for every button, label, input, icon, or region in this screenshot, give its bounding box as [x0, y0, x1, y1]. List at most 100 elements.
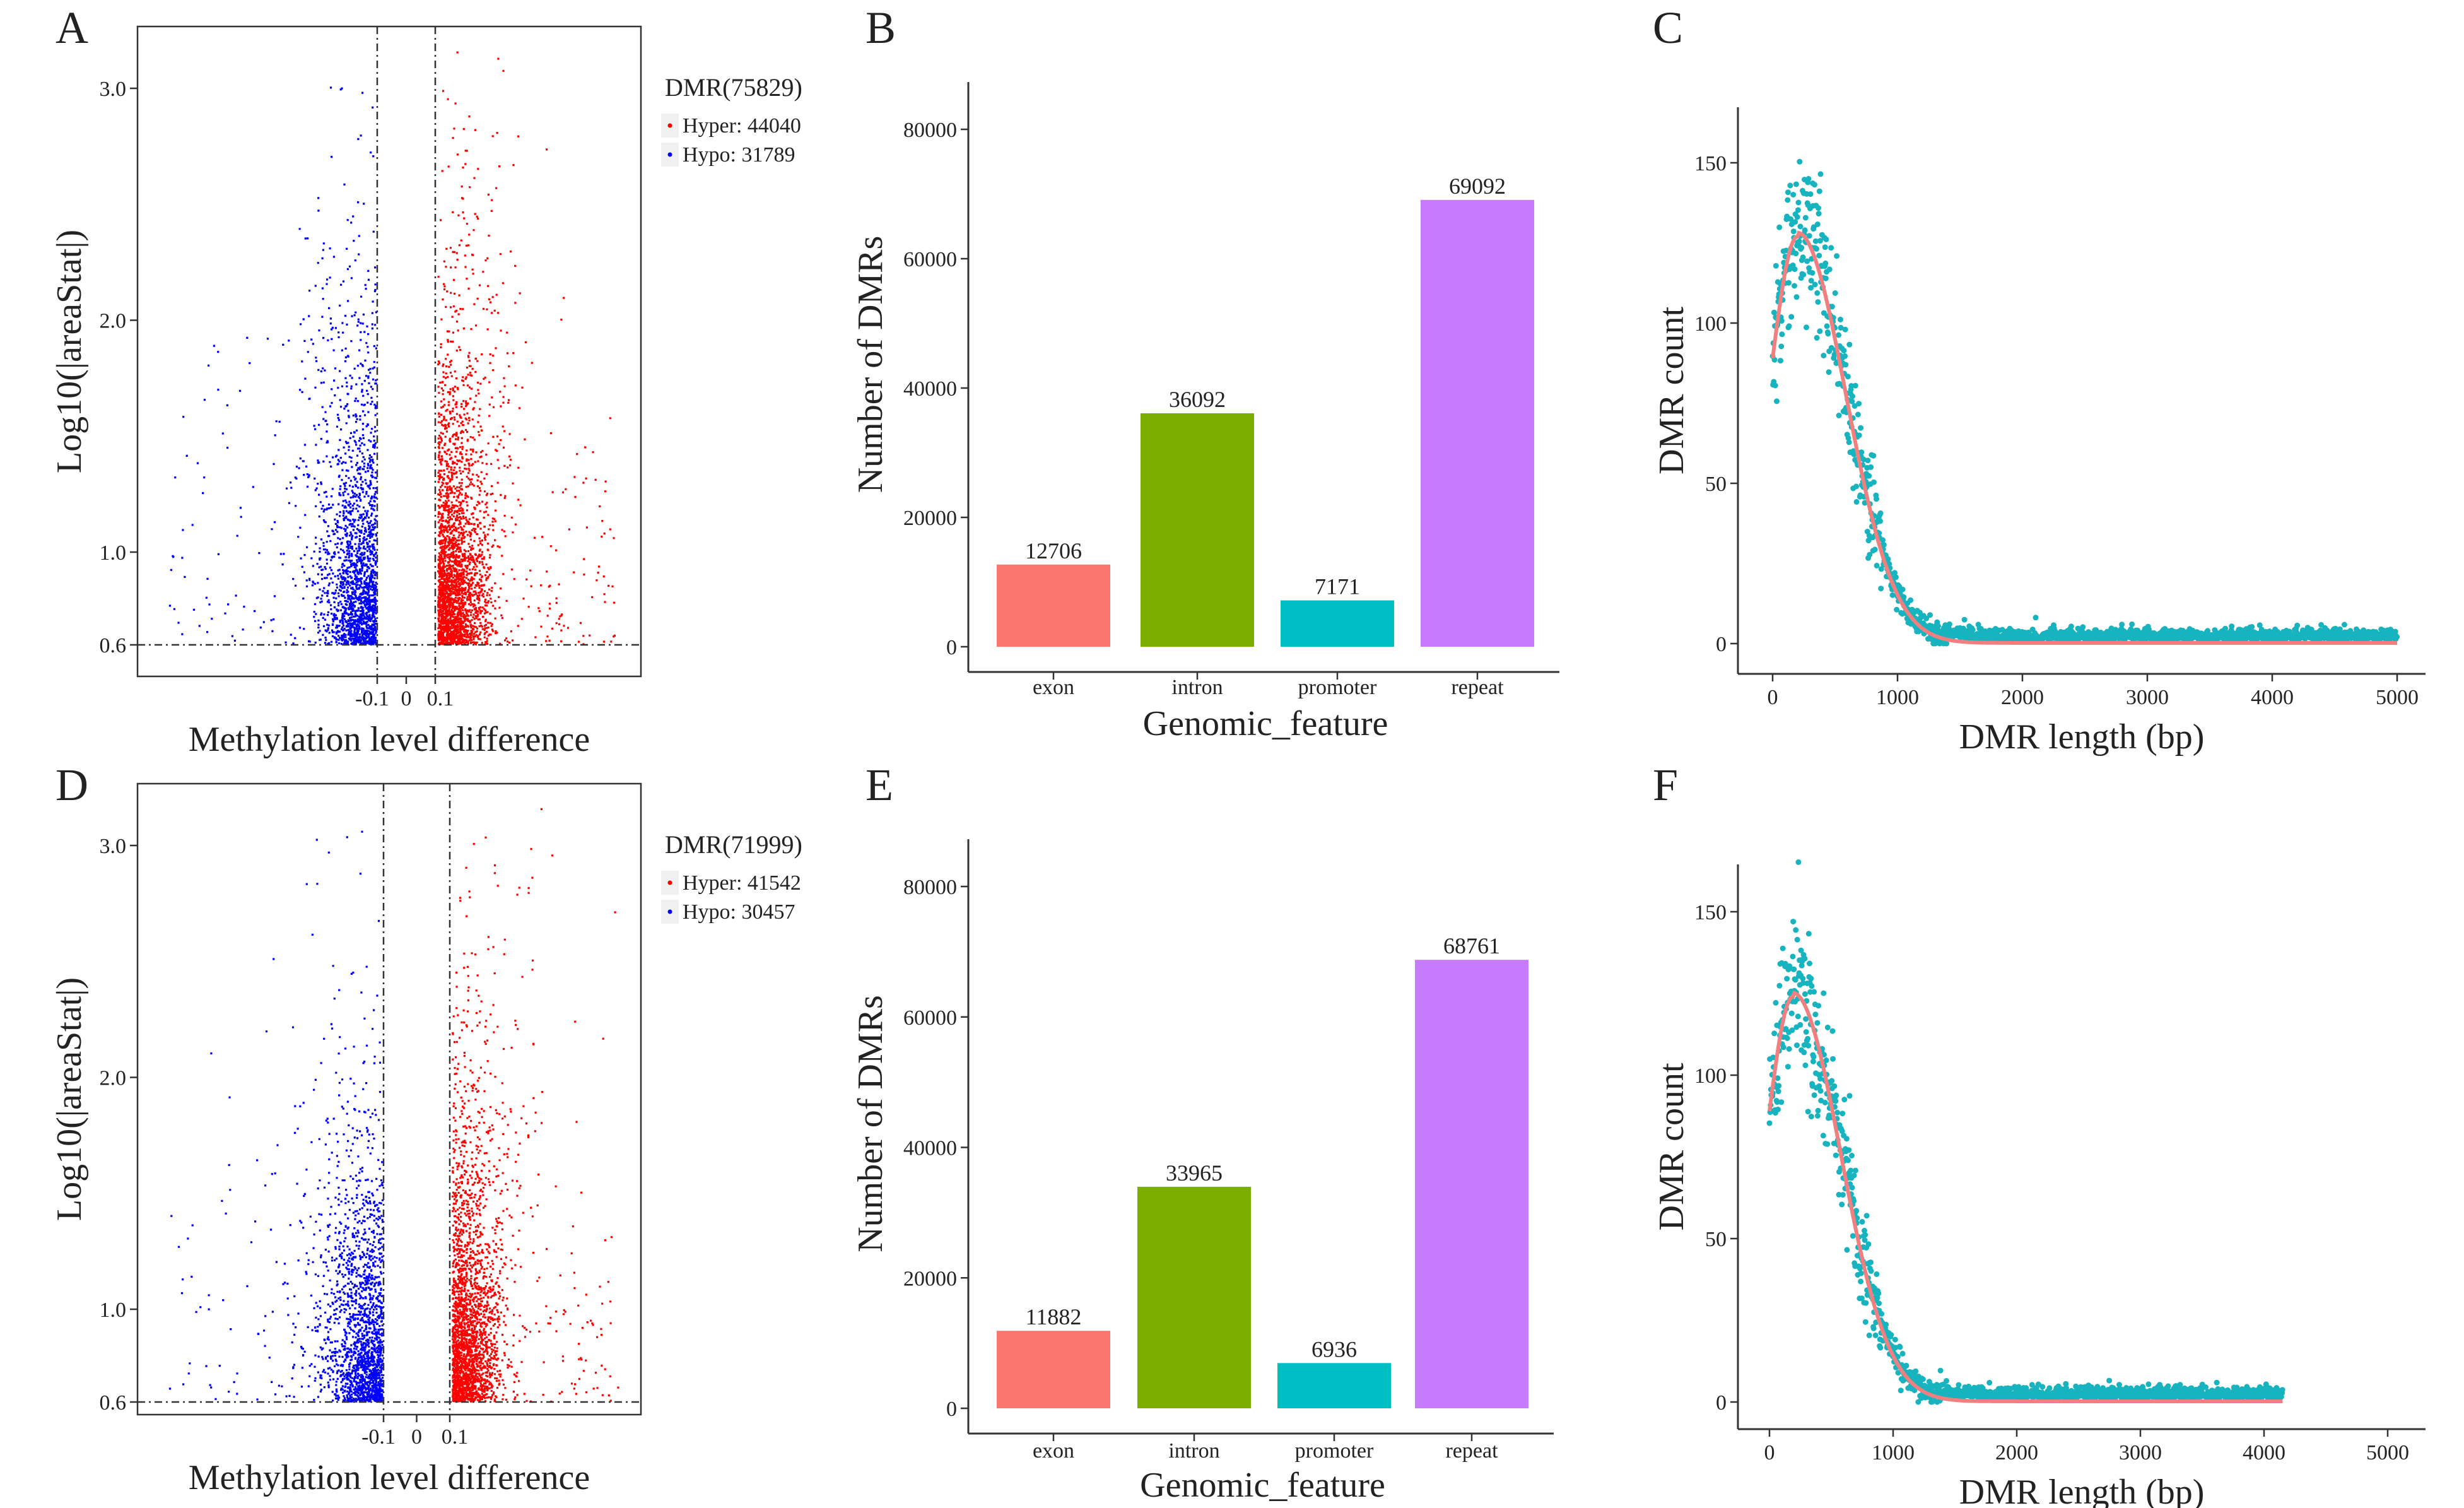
x-tick-label: -0.1: [355, 687, 389, 710]
bar-repeat: [1421, 199, 1534, 647]
x-tick-label: 4000: [2243, 1441, 2285, 1464]
y-tick-label: 80000: [903, 119, 957, 142]
x-tick-label: intron: [1171, 676, 1223, 699]
x-tick-label: 2000: [2001, 686, 2044, 709]
y-tick-label: 150: [1694, 152, 1727, 175]
bar-exon: [997, 564, 1110, 647]
y-tick-label: 100: [1694, 1064, 1727, 1088]
panel-a: A 0.6 1.0 2.0 3.0 -0.1 0 0.1 Methylation level d…: [50, 3, 802, 759]
legend-swatch: [667, 909, 672, 914]
x-tick-label: -0.1: [361, 1425, 396, 1449]
bar-repeat: [1415, 960, 1528, 1408]
bar-value-label: 36092: [1169, 387, 1226, 412]
bar-value-label: 12706: [1025, 538, 1082, 563]
panel-f: F 0 50 100 150 0 1000 2000 3000 4000 5000 DMR lengt…: [1652, 760, 2426, 1508]
y-tick-label: 3.0: [100, 835, 127, 858]
y-axis-title: DMR count: [1652, 307, 1691, 474]
y-tick-label: 100: [1694, 312, 1727, 336]
bar-value-label: 68761: [1443, 933, 1500, 958]
bar-promoter: [1277, 1363, 1391, 1408]
y-tick-label: 1.0: [100, 1299, 127, 1322]
y-tick-label: 3.0: [100, 78, 127, 101]
fitted-curve: [1768, 990, 2283, 1403]
data-points: [1766, 859, 2285, 1405]
y-tick-label: 1.0: [100, 541, 127, 565]
hyper-points: [452, 808, 619, 1403]
y-tick-label: 0: [946, 1398, 957, 1421]
panel-letter: D: [56, 760, 88, 810]
x-tick-label: 0: [1764, 1441, 1775, 1464]
bar-exon: [997, 1331, 1110, 1408]
x-tick-label: 0: [1768, 686, 1778, 709]
y-tick-label: 2.0: [100, 1067, 127, 1090]
y-tick-label: 60000: [903, 248, 957, 271]
x-tick-label: 4000: [2251, 686, 2294, 709]
legend-label: Hyper: 41542: [683, 871, 801, 895]
y-tick-label: 0: [1716, 633, 1727, 656]
data-points: [168, 51, 616, 646]
legend-title: DMR(71999): [665, 830, 802, 859]
y-tick-label: 20000: [903, 507, 957, 530]
bar-value-label: 33965: [1166, 1160, 1223, 1186]
data-points: [1769, 158, 2400, 647]
bar-intron: [1137, 1186, 1251, 1408]
bar-value-label: 6936: [1311, 1336, 1357, 1362]
x-tick-label: exon: [1033, 676, 1074, 699]
y-tick-label: 0: [1716, 1391, 1727, 1415]
x-tick-label: 3000: [2119, 1441, 2162, 1464]
legend-swatch: [667, 123, 672, 128]
x-tick-label: 3000: [2126, 686, 2169, 709]
plot-frame: [136, 25, 642, 678]
x-tick-label: promoter: [1295, 1439, 1374, 1463]
y-tick-label: 60000: [903, 1006, 957, 1030]
x-tick-label: 5000: [2376, 686, 2419, 709]
hyper-points-marks: [452, 808, 619, 1403]
x-tick-label: intron: [1168, 1439, 1219, 1463]
hypo-points: [168, 830, 384, 1403]
x-axis-title: DMR length (bp): [1959, 1473, 2205, 1508]
y-tick-label: 50: [1705, 473, 1727, 496]
dmr-count-points: [1769, 158, 2400, 647]
y-tick-label: 0.6: [100, 634, 127, 657]
y-axis-title: Number of DMRs: [851, 236, 890, 493]
panel-letter: C: [1653, 3, 1683, 53]
legend-label: Hyper: 44040: [683, 114, 801, 138]
x-tick-label: 0: [401, 687, 412, 710]
x-tick-label: exon: [1033, 1439, 1074, 1463]
x-tick-label: 0.1: [442, 1425, 469, 1449]
bar-value-label: 69092: [1449, 174, 1506, 199]
x-tick-label: 5000: [2366, 1441, 2409, 1464]
bar-value-label: 11882: [1026, 1304, 1082, 1329]
x-tick-label: 0: [411, 1425, 422, 1449]
dmr-count-points: [1766, 859, 2285, 1405]
plot-frame: [136, 782, 642, 1416]
y-tick-label: 50: [1705, 1228, 1727, 1251]
x-axis-title: Methylation level difference: [189, 720, 590, 759]
hypo-points-marks: [168, 86, 378, 646]
data-points: [168, 808, 619, 1403]
x-axis-title: Genomic_feature: [1140, 1466, 1385, 1505]
y-axis-title: Log10(|areaStat|): [50, 230, 89, 473]
x-axis-title: Genomic_feature: [1143, 704, 1388, 743]
x-tick-label: repeat: [1445, 1439, 1498, 1463]
bar-value-label: 7171: [1315, 574, 1360, 599]
x-tick-label: 0.1: [427, 687, 454, 710]
bar-promoter: [1281, 600, 1394, 647]
x-tick-label: 1000: [1872, 1441, 1915, 1464]
panel-e: E 0 20000 40000 60000 80000 11882 exon 33965 intr…: [851, 760, 1554, 1505]
y-tick-label: 40000: [903, 1137, 957, 1160]
x-tick-label: 2000: [1995, 1441, 2038, 1464]
y-tick-label: 40000: [903, 377, 957, 401]
panel-d: D 0.6 1.0 2.0 3.0 -0.1 0 0.1 Methylation level d…: [50, 760, 802, 1497]
x-axis-title: DMR length (bp): [1959, 717, 2205, 757]
legend-title: DMR(75829): [665, 73, 802, 102]
y-axis-title: Number of DMRs: [851, 995, 890, 1252]
legend-swatch: [667, 152, 672, 157]
x-tick-label: promoter: [1298, 676, 1377, 699]
panel-letter: A: [56, 3, 88, 53]
bar-intron: [1141, 413, 1254, 647]
hypo-points-marks: [168, 830, 384, 1403]
y-tick-label: 150: [1694, 901, 1727, 924]
y-tick-label: 20000: [903, 1267, 957, 1290]
hyper-points: [437, 51, 616, 646]
